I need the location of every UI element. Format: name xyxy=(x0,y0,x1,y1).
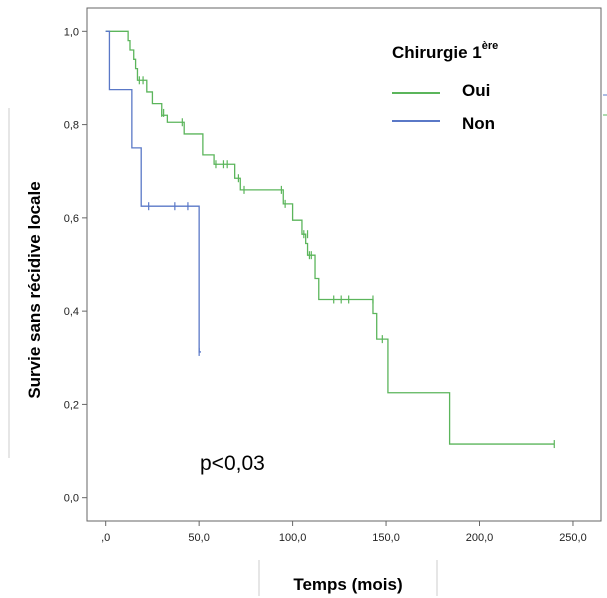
x-tick-label: 200,0 xyxy=(466,532,494,544)
p-value-annotation: p<0,03 xyxy=(200,452,265,475)
x-axis-label: Temps (mois) xyxy=(293,575,402,594)
y-tick-label: 0,4 xyxy=(64,306,79,318)
y-tick-label: 1,0 xyxy=(64,26,79,38)
x-tick-label: 100,0 xyxy=(279,532,307,544)
series-line-oui xyxy=(105,30,555,445)
x-axis: ,0 50,0 100,0 150,0 200,0 250,0 xyxy=(101,521,587,544)
y-axis-label: Survie sans récidive locale xyxy=(25,181,44,398)
legend-label-oui: Oui xyxy=(462,81,490,100)
y-tick-label: 0,6 xyxy=(64,213,79,225)
x-tick-label: 50,0 xyxy=(188,532,209,544)
curves-layer xyxy=(105,30,555,449)
y-axis: 0,0 0,2 0,4 0,6 0,8 1,0 xyxy=(64,26,87,505)
legend-title: Chirurgie 1ère xyxy=(392,40,498,62)
legend: Chirurgie 1ère Oui Non xyxy=(392,40,498,133)
legend-label-non: Non xyxy=(462,114,495,133)
y-tick-label: 0,8 xyxy=(64,120,79,132)
x-tick-label: 150,0 xyxy=(372,532,400,544)
series-line-non xyxy=(105,30,202,353)
plot-frame xyxy=(86,7,602,522)
y-tick-label: 0,0 xyxy=(64,493,79,505)
x-tick-label: ,0 xyxy=(101,532,110,544)
y-tick-label: 0,2 xyxy=(64,399,79,411)
x-tick-label: 250,0 xyxy=(559,532,587,544)
